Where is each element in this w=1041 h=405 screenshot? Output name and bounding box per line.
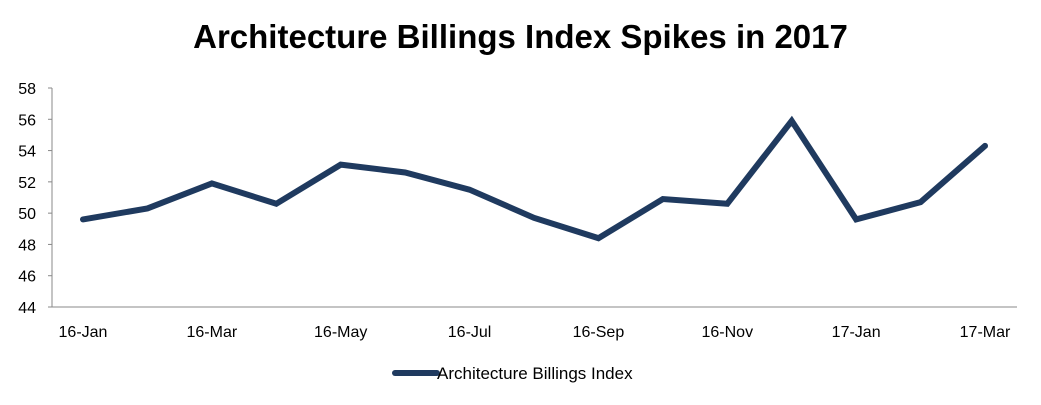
y-tick-label: 52 (18, 175, 36, 192)
y-axis-ticks: 44 46 48 50 52 54 56 58 (18, 81, 52, 317)
y-tick-label: 50 (18, 206, 36, 223)
axes (51, 88, 1017, 308)
series-layer (80, 115, 988, 242)
legend-svg: Architecture Billings Index (392, 364, 633, 383)
x-tick-label: 16-Jan (59, 324, 108, 341)
chart-title: Architecture Billings Index Spikes in 20… (193, 18, 848, 55)
y-tick-label: 48 (18, 237, 36, 254)
x-axis-ticks: 16-Jan 16-Mar 16-May 16-Jul 16-Sep 16-Nov 17-J… (59, 324, 1011, 341)
x-tick-label: 17-Jan (832, 324, 881, 341)
x-tick-label: 17-Mar (960, 324, 1011, 341)
x-tick-label: 16-Jul (448, 324, 492, 341)
x-tick-label: 16-Mar (187, 324, 238, 341)
legend: Architecture Billings Index (0, 360, 1041, 388)
y-tick-label: 54 (18, 144, 36, 161)
legend-label: Architecture Billings Index (437, 364, 633, 383)
y-tick-label: 44 (18, 300, 36, 317)
x-tick-label: 16-Nov (701, 324, 753, 341)
y-tick-label: 46 (18, 269, 36, 286)
series-line-architecture-billings-index (80, 115, 988, 242)
x-tick-label: 16-Sep (573, 324, 625, 341)
y-tick-label: 56 (18, 112, 36, 129)
y-tick-label: 58 (18, 81, 36, 98)
x-tick-label: 16-May (314, 324, 367, 341)
